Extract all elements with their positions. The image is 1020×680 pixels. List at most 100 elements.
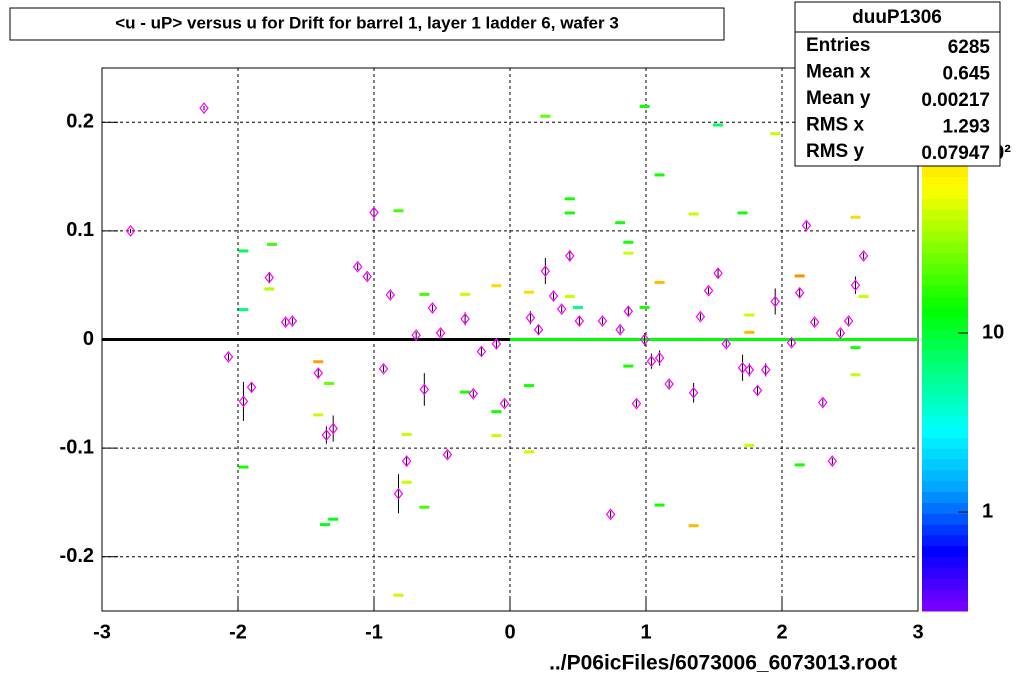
x-tick-label: 0 xyxy=(504,621,515,643)
profile-point xyxy=(623,305,634,318)
profile-point xyxy=(125,224,136,237)
x-tick-label: -2 xyxy=(229,621,247,643)
cell xyxy=(639,305,650,309)
cell xyxy=(320,523,331,527)
profile-point xyxy=(238,395,249,408)
profile-point xyxy=(246,381,257,394)
cell xyxy=(460,292,471,296)
cell xyxy=(267,242,277,246)
palette-band xyxy=(922,230,968,243)
cell xyxy=(401,480,412,484)
profile-point xyxy=(565,249,575,262)
palette-band xyxy=(922,296,968,308)
profile-point xyxy=(858,249,869,262)
cell xyxy=(794,463,805,467)
stats-value: 0.07947 xyxy=(921,143,990,164)
profile-point xyxy=(721,337,732,350)
palette-band xyxy=(922,404,968,417)
cell xyxy=(313,360,324,364)
x-tick-label: -1 xyxy=(365,621,383,643)
cell xyxy=(573,305,583,309)
profile-point xyxy=(476,345,487,358)
stats-label: RMS y xyxy=(806,141,865,162)
palette-band xyxy=(922,556,968,569)
profile-point xyxy=(688,386,699,399)
cell xyxy=(770,132,781,136)
profile-point xyxy=(468,387,479,400)
profile-point xyxy=(460,312,470,325)
stats-label: Entries xyxy=(806,35,870,56)
profile-point xyxy=(646,355,657,368)
profile-point xyxy=(654,352,665,364)
profile-point xyxy=(843,315,854,327)
profile-point xyxy=(525,311,536,324)
x-axis-label: ../P06icFiles/6073006_6073013.root xyxy=(549,652,897,675)
cell xyxy=(524,290,535,294)
palette-band xyxy=(922,567,968,579)
profile-point xyxy=(378,362,389,375)
stats-value: 6285 xyxy=(948,37,991,58)
palette-band xyxy=(922,513,968,525)
cell xyxy=(623,364,634,368)
profile-point xyxy=(369,206,379,219)
cell xyxy=(615,221,626,225)
palette-band xyxy=(922,176,968,188)
cell xyxy=(850,373,861,377)
profile-point xyxy=(385,289,396,301)
y-tick-label: -0.2 xyxy=(60,545,94,567)
profile-point xyxy=(639,333,650,346)
palette-band xyxy=(922,426,968,438)
palette-band xyxy=(922,361,968,373)
profile-point xyxy=(713,267,723,280)
profile-point xyxy=(597,315,608,327)
profile-point xyxy=(664,378,674,390)
profile-point xyxy=(427,302,438,314)
palette-band xyxy=(922,209,968,221)
cell xyxy=(654,173,665,177)
profile-point xyxy=(794,286,805,299)
profile-point xyxy=(744,363,755,376)
profile-point xyxy=(352,260,363,273)
profile-point xyxy=(631,397,642,410)
profile-point xyxy=(615,323,625,336)
stats-box xyxy=(794,1,1001,167)
cell xyxy=(688,524,699,528)
y-tick-label: 0.1 xyxy=(66,219,94,241)
profile-point xyxy=(703,284,714,297)
cell xyxy=(564,197,575,201)
profile-point xyxy=(809,316,820,329)
palette-band xyxy=(922,415,968,427)
cell xyxy=(401,432,412,436)
cell xyxy=(540,114,551,118)
palette-band xyxy=(922,393,968,406)
palette-band xyxy=(922,458,968,471)
cell xyxy=(858,295,869,299)
palette-band xyxy=(922,502,968,514)
stats-value: 1.293 xyxy=(942,117,990,138)
palette-band xyxy=(922,339,968,351)
cell xyxy=(524,450,535,454)
profile-point xyxy=(401,455,412,468)
stats-label: Mean y xyxy=(806,88,871,109)
cell xyxy=(238,249,249,253)
palette-band xyxy=(922,491,968,503)
cell xyxy=(850,215,861,219)
profile-point xyxy=(287,315,298,327)
palette-band xyxy=(922,285,968,297)
cell xyxy=(491,410,502,414)
cell xyxy=(419,505,430,509)
profile-point xyxy=(411,329,421,342)
profile-point xyxy=(786,336,797,349)
cell xyxy=(654,503,665,507)
cell xyxy=(393,209,404,213)
palette-band xyxy=(922,469,968,482)
cell xyxy=(564,295,575,299)
palette-band xyxy=(922,480,968,493)
profile-point xyxy=(548,290,559,303)
cell xyxy=(713,123,724,127)
cell xyxy=(744,313,755,317)
profile-point xyxy=(393,487,404,500)
profile-point xyxy=(760,363,771,376)
cell xyxy=(850,346,861,350)
profile-point xyxy=(605,508,616,521)
